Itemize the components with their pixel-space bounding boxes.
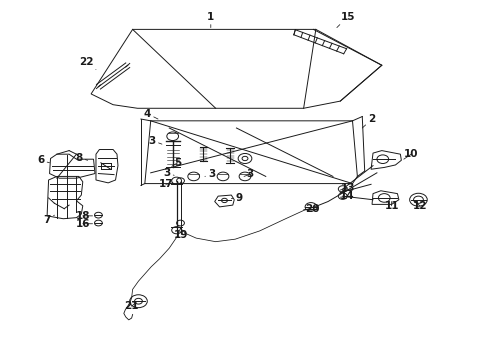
Text: 3: 3 (148, 136, 162, 145)
Text: 3: 3 (205, 169, 216, 179)
Text: 1: 1 (207, 12, 215, 28)
Text: 3: 3 (163, 168, 174, 178)
Text: 6: 6 (37, 155, 49, 165)
Text: 12: 12 (413, 201, 427, 211)
Text: 10: 10 (404, 149, 418, 159)
Text: 2: 2 (362, 114, 376, 128)
Text: 14: 14 (340, 191, 355, 201)
Text: 9: 9 (231, 193, 243, 203)
Text: 11: 11 (384, 201, 399, 211)
Text: 5: 5 (172, 158, 181, 168)
Text: 21: 21 (124, 301, 139, 311)
Text: 16: 16 (75, 219, 93, 229)
Text: 22: 22 (79, 57, 96, 69)
Text: 4: 4 (144, 109, 158, 119)
Text: 18: 18 (75, 211, 93, 221)
Text: 8: 8 (75, 153, 88, 163)
Text: 19: 19 (174, 228, 189, 239)
Text: 17: 17 (159, 179, 173, 189)
Text: 13: 13 (340, 183, 355, 193)
Text: 7: 7 (44, 215, 54, 225)
Text: 3: 3 (244, 169, 253, 179)
Text: 15: 15 (337, 12, 355, 28)
Text: 20: 20 (304, 204, 319, 215)
